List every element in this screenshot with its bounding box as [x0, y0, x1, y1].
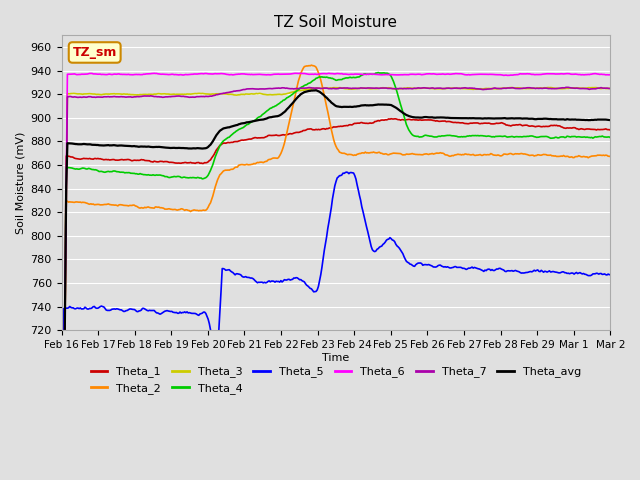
Title: TZ Soil Moisture: TZ Soil Moisture: [275, 15, 397, 30]
Y-axis label: Soil Moisture (mV): Soil Moisture (mV): [15, 132, 25, 234]
X-axis label: Time: Time: [323, 353, 349, 363]
Text: TZ_sm: TZ_sm: [72, 46, 117, 59]
Legend: Theta_1, Theta_2, Theta_3, Theta_4, Theta_5, Theta_6, Theta_7, Theta_avg: Theta_1, Theta_2, Theta_3, Theta_4, Thet…: [86, 362, 586, 398]
